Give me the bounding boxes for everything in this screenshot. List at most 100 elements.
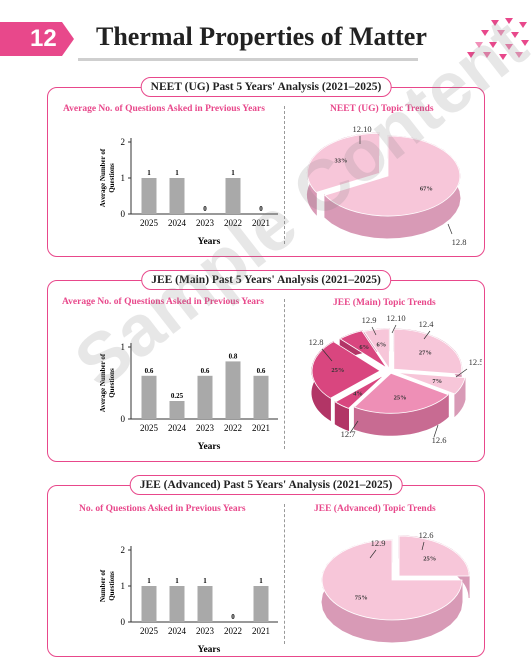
x-tick-label: 2021	[252, 423, 270, 433]
x-tick-label: 2024	[168, 218, 187, 228]
topic-label: 12.6	[432, 435, 447, 445]
bar-chart: 0 1 0.6 2025 0.25 2024 0.6 2023 0.8 2022 0.6 2021 Ye…	[99, 342, 278, 452]
topic-label: 12.8	[452, 237, 467, 247]
data-label: 1	[259, 577, 263, 585]
y-axis-label: Average Number ofQuestions	[99, 353, 116, 412]
header-rule	[78, 58, 418, 61]
pie-chart: 33% 67% 12.10 12.8	[306, 124, 467, 247]
data-label: 0.6	[257, 367, 266, 375]
x-tick-label: 2025	[140, 626, 159, 636]
pie-slice	[321, 539, 463, 621]
pie-slice	[339, 330, 388, 369]
slice-percent-label: 67%	[420, 186, 433, 193]
pie-slice	[393, 328, 463, 375]
topic-label: 12.5	[469, 357, 482, 367]
pie-chart-title: JEE (Main) Topic Trends	[333, 298, 436, 308]
y-tick-label: 0	[121, 209, 126, 219]
bar	[253, 586, 269, 622]
topic-label: 12.10	[352, 124, 371, 134]
slice-percent-label: 25%	[394, 395, 407, 402]
bar	[225, 361, 241, 419]
data-label: 1	[175, 577, 179, 585]
leader-line	[455, 368, 468, 378]
leader-line	[421, 541, 425, 551]
y-tick-label: 0	[121, 617, 126, 627]
topic-label: 12.6	[419, 530, 434, 540]
data-label: 1	[147, 169, 151, 177]
data-label: 1	[231, 169, 235, 177]
bar	[225, 178, 241, 214]
pie-chart: 25% 75% 12.6 12.9	[321, 530, 470, 643]
pie-slice	[307, 132, 380, 193]
slice-percent-label: 27%	[419, 350, 432, 357]
bar	[169, 178, 185, 214]
y-tick-label: 0	[121, 414, 126, 424]
jee-main-analysis-section: JEE (Main) Past 5 Years' Analysis (2021–…	[47, 270, 485, 462]
pie-slice	[311, 341, 381, 399]
pie-chart-title: JEE (Advanced) Topic Trends	[314, 504, 436, 514]
slice-percent-label: 25%	[331, 367, 344, 374]
data-label: 0	[259, 205, 263, 213]
leader-line	[371, 326, 377, 336]
slice-percent-label: 6%	[359, 344, 369, 351]
x-tick-label: 2024	[168, 423, 187, 433]
topic-label: 12.9	[371, 538, 386, 548]
bar-chart-title: Average No. of Questions Asked in Previo…	[63, 104, 265, 114]
x-tick-label: 2025	[140, 218, 159, 228]
pie-chart: 27% 7% 25% 4% 25% 6% 6% 12.4 12.5 12.6 12.7 12.8 12.…	[309, 313, 482, 445]
pie-slice	[363, 328, 390, 371]
pie-chart-title: NEET (UG) Topic Trends	[330, 104, 434, 114]
topic-label: 12.8	[309, 337, 324, 347]
pie-slice	[398, 535, 470, 577]
slice-percent-label: 7%	[432, 378, 442, 385]
x-tick-label: 2022	[224, 218, 242, 228]
x-tick-label: 2024	[168, 626, 187, 636]
bar	[197, 375, 213, 419]
y-tick-label: 1	[121, 173, 126, 183]
jee-advanced-analysis-section: JEE (Advanced) Past 5 Years' Analysis (2…	[47, 475, 485, 657]
data-label: 1	[147, 577, 151, 585]
bar	[169, 586, 185, 622]
section-title: JEE (Main) Past 5 Years' Analysis (2021–…	[141, 270, 391, 290]
bar-chart: 0 1 2 1 2025 1 2024 1 2023 0 2022 1 2021 Years Number …	[99, 545, 278, 655]
bar	[141, 178, 157, 214]
x-tick-label: 2021	[252, 218, 270, 228]
topic-label: 12.10	[386, 313, 405, 323]
data-label: 0.25	[171, 392, 184, 400]
y-tick-label: 1	[121, 581, 126, 591]
data-label: 0.6	[145, 367, 154, 375]
slice-percent-label: 25%	[423, 555, 436, 562]
dashed-divider	[284, 299, 285, 449]
bar-chart-title: No. of Questions Asked in Previous Years	[79, 504, 246, 514]
bar	[141, 586, 157, 622]
leader-line	[349, 420, 359, 434]
data-label: 1	[175, 169, 179, 177]
x-tick-label: 2022	[224, 423, 242, 433]
triangle-pattern-decoration	[467, 18, 529, 60]
data-label: 0.6	[201, 367, 210, 375]
leader-line	[447, 223, 453, 235]
pie-slice	[324, 135, 461, 217]
topic-label: 12.7	[341, 429, 356, 439]
leader-line	[391, 324, 397, 334]
leader-line	[321, 348, 333, 362]
y-tick-label: 1	[121, 342, 126, 352]
chapter-header: 12 Thermal Properties of Matter	[0, 16, 531, 62]
bar	[197, 586, 213, 622]
x-axis-label: Years	[198, 237, 221, 247]
x-tick-label: 2022	[224, 626, 242, 636]
data-label: 1	[203, 577, 207, 585]
y-axis-label: Number ofQuestions	[99, 569, 116, 602]
leader-line	[433, 424, 439, 438]
leader-line	[369, 549, 377, 559]
x-tick-label: 2023	[196, 626, 215, 636]
bar-chart: 0 1 2 1 2025 1 2024 0 2023 1 2022 0 2021 Years Average…	[99, 137, 278, 247]
x-tick-label: 2023	[196, 218, 215, 228]
chapter-number: 12	[0, 22, 74, 56]
section-title: JEE (Advanced) Past 5 Years' Analysis (2…	[129, 475, 403, 495]
neet-analysis-section: NEET (UG) Past 5 Years' Analysis (2021–2…	[47, 77, 485, 257]
data-label: 0.8	[229, 352, 238, 360]
topic-label: 12.4	[419, 319, 435, 329]
x-tick-label: 2021	[252, 626, 270, 636]
pie-slice	[397, 372, 466, 395]
